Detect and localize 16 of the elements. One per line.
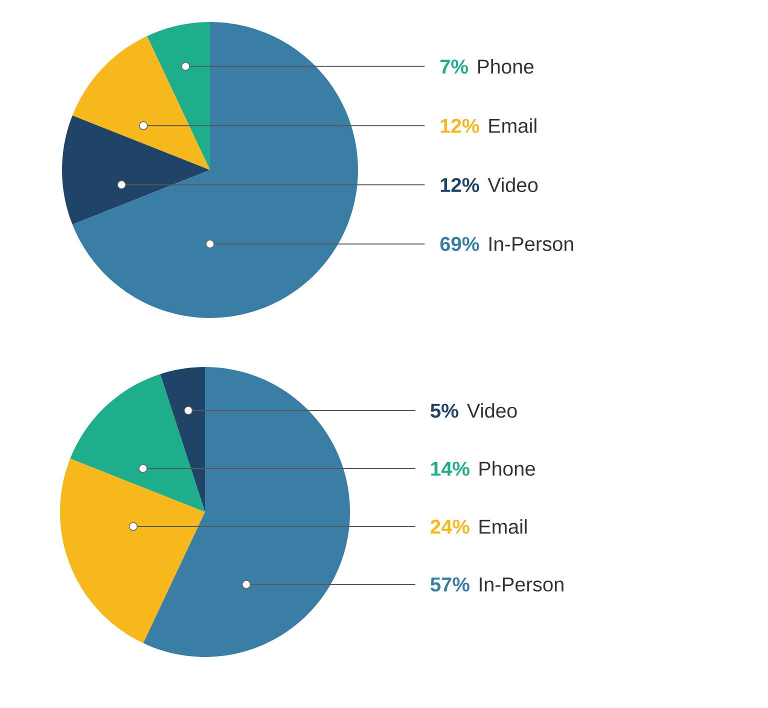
- data-label: 12%: [440, 118, 480, 133]
- slice-label: In-Person: [480, 578, 564, 592]
- data-label: 14%: [431, 462, 470, 476]
- slice-label: Video: [488, 177, 538, 192]
- slice-label: Phone: [478, 59, 534, 74]
- data-label: 57%: [430, 577, 470, 592]
- data-label: 69%: [440, 236, 480, 252]
- data-label: 24%: [430, 520, 470, 534]
- slice-label: Video: [466, 403, 517, 418]
- slice-label: Phone: [480, 461, 535, 476]
- slice-label: In-Person: [489, 237, 574, 252]
- data-label: 7%: [440, 60, 468, 74]
- data-label: 5%: [430, 404, 458, 418]
- slice-label: Email: [480, 519, 527, 534]
- slice-label: Email: [489, 118, 536, 133]
- data-label: 12%: [440, 178, 480, 192]
